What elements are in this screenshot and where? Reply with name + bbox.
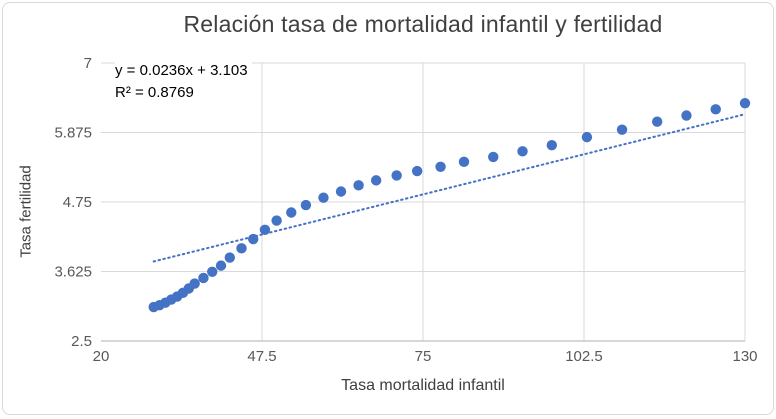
data-point	[286, 207, 297, 218]
x-tick-label: 47.5	[247, 348, 276, 365]
scatter-plot: 20 47.5 75 102.5 130 2.5 3.625 4.75 5.875 7	[54, 55, 757, 365]
x-tick-label: 75	[415, 348, 432, 365]
y-axis-label: Tasa fertilidad	[17, 165, 35, 258]
data-point	[318, 192, 329, 203]
data-point	[739, 97, 751, 109]
data-point	[353, 180, 364, 191]
data-point	[224, 252, 235, 263]
data-point	[259, 224, 271, 235]
y-tick-label: 4.75	[63, 194, 92, 211]
trendline-annotation: y = 0.0236x + 3.103 R² = 0.8769	[115, 59, 252, 105]
y-tick-label: 5.875	[54, 125, 92, 142]
r-squared-value: R² = 0.8769	[115, 84, 194, 101]
data-point	[391, 170, 402, 181]
y-tick-label: 7	[84, 55, 92, 72]
data-point	[248, 233, 259, 245]
data-point	[616, 124, 628, 135]
data-point	[517, 146, 528, 157]
x-axis-label: Tasa mortalidad infantil	[341, 377, 505, 394]
x-tick-label: 130	[732, 348, 757, 365]
chart-title: Relación tasa de mortalidad infantil y f…	[183, 11, 663, 37]
data-point	[435, 161, 446, 172]
data-point	[300, 199, 312, 211]
x-tick-label: 102.5	[565, 348, 603, 365]
y-tick-label: 3.625	[54, 264, 92, 281]
data-point	[198, 272, 209, 284]
x-tick-label: 20	[93, 348, 110, 365]
data-point	[271, 215, 282, 226]
trendline	[152, 113, 746, 263]
data-point	[236, 243, 247, 254]
data-point	[681, 110, 692, 121]
data-point	[458, 156, 470, 168]
data-point	[488, 151, 499, 163]
y-tick-label: 2.5	[71, 333, 92, 350]
data-point	[651, 116, 663, 127]
data-point	[207, 266, 218, 278]
data-point	[335, 186, 347, 197]
data-point	[546, 139, 557, 151]
data-point	[215, 260, 227, 271]
data-point	[411, 165, 423, 177]
data-point	[581, 131, 593, 143]
data-point	[710, 104, 721, 115]
data-point	[370, 175, 382, 186]
trendline-equation: y = 0.0236x + 3.103	[115, 62, 248, 79]
data-point	[189, 278, 200, 289]
